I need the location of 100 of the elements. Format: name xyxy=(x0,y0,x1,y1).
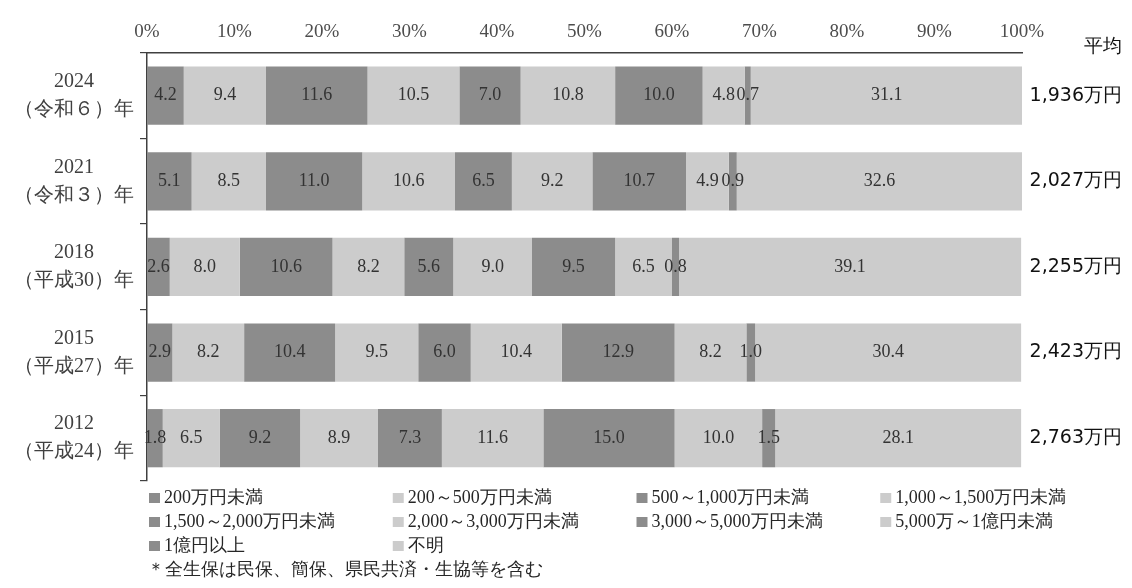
bar xyxy=(470,323,562,382)
text: 1,936万円 xyxy=(1029,82,1122,105)
data-label: 6.5 xyxy=(179,426,203,447)
legend-label: 3,000～5,000万円未満 xyxy=(651,510,823,531)
data-label: 10.4 xyxy=(273,341,306,362)
bar xyxy=(147,66,184,125)
bar xyxy=(362,152,455,211)
data-label: 9.4 xyxy=(213,84,237,105)
data-label: 31.1 xyxy=(871,84,903,105)
data-label: 7.0 xyxy=(478,84,502,105)
data-label: 10.6 xyxy=(270,255,302,276)
legend-label: 2,000～3,000万円未満 xyxy=(407,510,579,531)
y-tick-label: 2018 （平成30）年 xyxy=(14,240,134,291)
data-label: 8.9 xyxy=(327,426,351,447)
bar xyxy=(147,323,173,382)
data-label: 6.0 xyxy=(433,341,456,362)
bar xyxy=(404,237,454,297)
x-tick-label: 20% xyxy=(304,20,340,42)
x-tick-label: 60% xyxy=(654,20,690,42)
data-label: 4.8 xyxy=(712,84,735,105)
text: ＊全生保は民保、簡保、県民共済・生協等を含む xyxy=(147,558,543,579)
bar xyxy=(543,409,675,468)
bar xyxy=(172,323,245,382)
bar xyxy=(532,237,616,297)
data-label: 9.5 xyxy=(562,255,585,276)
x-tick-label: 80% xyxy=(829,20,865,42)
x-tick-label: 100% xyxy=(999,20,1045,42)
text: 2,255万円 xyxy=(1029,253,1122,276)
data-label: 30.4 xyxy=(872,341,904,362)
data-label: 11.6 xyxy=(477,426,509,447)
x-tick-label: 90% xyxy=(917,20,953,42)
data-label: 10.8 xyxy=(552,84,584,105)
bar xyxy=(453,237,532,297)
data-label: 8.0 xyxy=(193,255,216,276)
bar xyxy=(147,237,170,297)
bar xyxy=(266,152,363,211)
data-label: 4.2 xyxy=(154,84,177,105)
data-label: 5.1 xyxy=(158,169,181,190)
data-label: 10.7 xyxy=(623,169,655,190)
legend-label: 1億円以上 xyxy=(164,534,245,555)
bar xyxy=(266,66,368,125)
data-label: 11.0 xyxy=(298,169,330,190)
bar xyxy=(455,152,512,211)
bar xyxy=(561,323,675,382)
text: 2,763万円 xyxy=(1029,425,1122,448)
bar xyxy=(459,66,521,125)
bar xyxy=(219,409,301,468)
y-tick-label: 2015 （平成27）年 xyxy=(14,325,134,376)
bar xyxy=(147,152,192,211)
bar xyxy=(300,409,378,468)
x-tick-label: 50% xyxy=(567,20,603,42)
bar xyxy=(511,152,593,211)
data-label: 11.6 xyxy=(301,84,333,105)
bar xyxy=(378,409,442,468)
data-label: 9.2 xyxy=(540,169,564,190)
data-label: 28.1 xyxy=(882,426,914,447)
data-label: 8.2 xyxy=(357,255,380,276)
text: 2,423万円 xyxy=(1029,339,1122,362)
data-label: 2.6 xyxy=(147,255,170,276)
data-label: 0.8 xyxy=(664,255,687,276)
bar xyxy=(239,237,333,297)
bar xyxy=(441,409,544,468)
data-label: 10.4 xyxy=(500,341,532,362)
data-label: 7.3 xyxy=(398,426,422,447)
x-tick-label: 40% xyxy=(479,20,515,42)
data-label: 8.5 xyxy=(217,169,241,190)
data-label: 10.0 xyxy=(643,84,675,105)
legend-label: 200万円未満 xyxy=(164,486,263,507)
data-label: 10.6 xyxy=(392,169,425,190)
data-label: 9.2 xyxy=(248,426,272,447)
bar xyxy=(244,323,336,382)
data-label: 4.9 xyxy=(696,169,719,190)
bar xyxy=(520,66,616,125)
data-label: 8.2 xyxy=(699,341,722,362)
data-label: 0.9 xyxy=(721,169,745,190)
data-label: 8.2 xyxy=(197,341,220,362)
y-tick-label: 2021 （令和３）年 xyxy=(14,154,134,205)
data-label: 32.6 xyxy=(863,169,896,190)
legend-label: 500～1,000万円未満 xyxy=(651,486,809,507)
bar xyxy=(615,66,703,125)
x-tick-label: 70% xyxy=(742,20,778,42)
data-label: 9.5 xyxy=(365,341,388,362)
x-tick-label: 0% xyxy=(134,20,160,42)
legend-label: 1,500～2,000万円未満 xyxy=(164,510,335,531)
data-label: 1.0 xyxy=(739,341,762,362)
data-label: 2.9 xyxy=(148,341,171,362)
bar xyxy=(367,66,460,125)
data-label: 12.9 xyxy=(602,341,634,362)
data-label: 10.5 xyxy=(397,84,430,105)
y-tick-label: 2012 （平成24）年 xyxy=(14,411,134,462)
legend-label: 1,000～1,500万円未満 xyxy=(895,486,1067,507)
bar xyxy=(335,323,419,382)
bar xyxy=(332,237,405,297)
bar xyxy=(183,66,266,125)
data-label: 6.5 xyxy=(472,169,495,190)
legend-label: 200～500万円未満 xyxy=(407,486,552,507)
data-label: 10.0 xyxy=(702,426,735,447)
data-label: 39.1 xyxy=(834,255,866,276)
bar xyxy=(592,152,686,211)
text: 平均 xyxy=(1084,33,1122,56)
